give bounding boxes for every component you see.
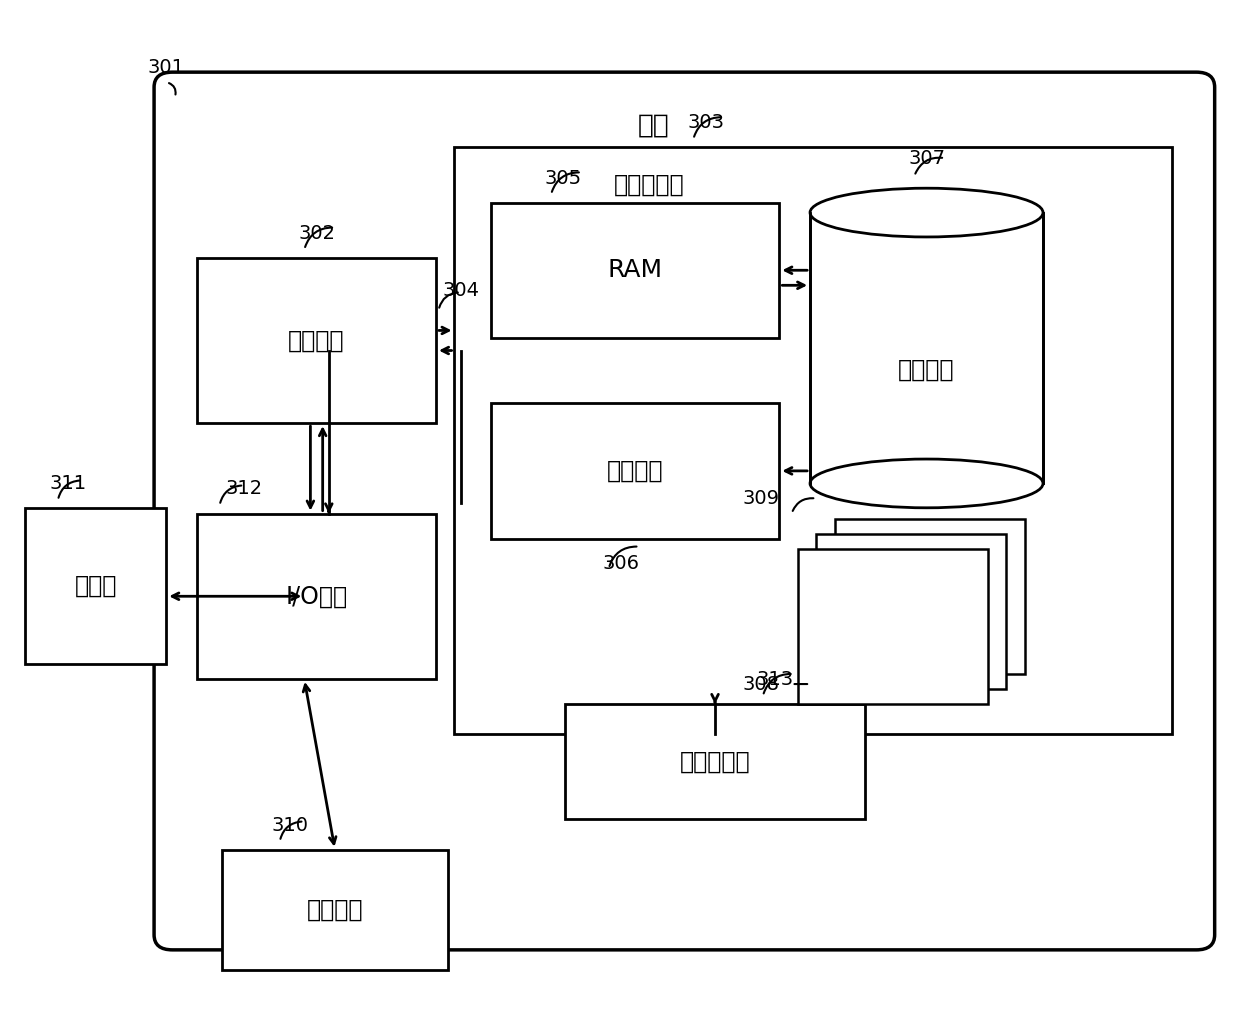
Text: 303: 303 (687, 113, 724, 132)
Text: 310: 310 (272, 816, 308, 835)
Text: 301: 301 (148, 58, 185, 77)
Text: 显示器: 显示器 (74, 575, 117, 598)
Text: 308: 308 (743, 674, 780, 694)
FancyBboxPatch shape (154, 72, 1215, 950)
Text: 311: 311 (50, 475, 87, 493)
Bar (455, 147, 1172, 734)
Ellipse shape (810, 459, 1043, 507)
Bar (835, 519, 1024, 674)
Ellipse shape (810, 188, 1043, 237)
Bar (565, 704, 866, 820)
Text: RAM: RAM (608, 258, 663, 283)
Text: 307: 307 (908, 149, 945, 168)
Bar (197, 257, 436, 423)
Bar (491, 202, 780, 338)
Bar (222, 849, 449, 970)
Text: 设备: 设备 (637, 112, 670, 138)
Text: 网络适配器: 网络适配器 (680, 750, 750, 774)
Text: 存储系统: 存储系统 (898, 358, 955, 381)
Text: 302: 302 (298, 224, 335, 243)
Bar (797, 548, 988, 704)
Text: 306: 306 (603, 553, 640, 573)
Text: 304: 304 (443, 282, 479, 300)
Text: 高速缓存: 高速缓存 (608, 459, 663, 483)
Bar (816, 534, 1006, 690)
Bar (25, 508, 166, 664)
Text: 处理单元: 处理单元 (288, 328, 345, 353)
Text: 312: 312 (226, 479, 263, 498)
Text: 305: 305 (544, 169, 582, 187)
Text: I/O接口: I/O接口 (285, 585, 347, 608)
Bar (197, 514, 436, 679)
Text: 313: 313 (756, 670, 794, 690)
Bar (810, 213, 1043, 483)
Bar (491, 403, 780, 539)
Text: 309: 309 (743, 489, 780, 508)
Text: 外部设备: 外部设备 (306, 898, 363, 921)
Text: 系统存储器: 系统存储器 (614, 173, 684, 196)
